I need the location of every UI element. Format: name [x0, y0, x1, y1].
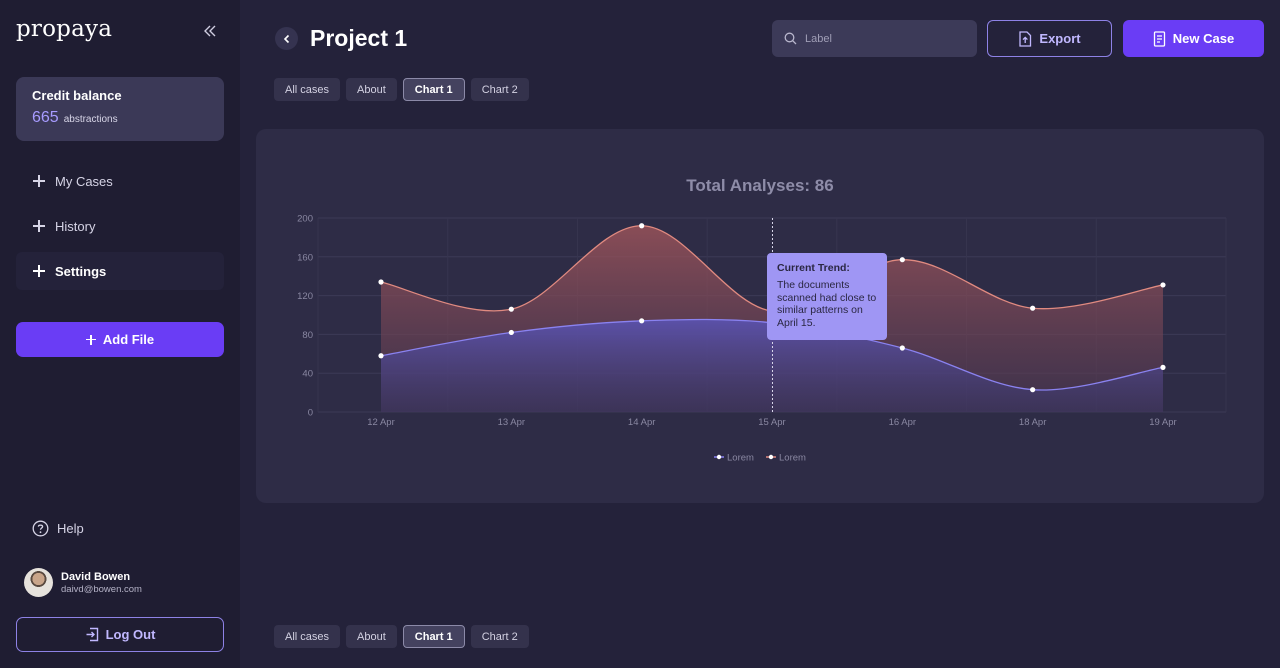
export-label: Export — [1039, 31, 1081, 46]
tab-chart-2[interactable]: Chart 2 — [470, 78, 529, 101]
logout-button[interactable]: Log Out — [16, 617, 224, 652]
data-point — [508, 329, 514, 336]
search-input[interactable] — [805, 32, 955, 45]
chart-title: Total Analyses: 86 — [686, 176, 834, 195]
x-tick-label: 13 Apr — [498, 417, 525, 428]
collapse-sidebar-button[interactable] — [198, 19, 222, 43]
new-case-button[interactable]: New Case — [1123, 20, 1264, 57]
back-button[interactable] — [275, 27, 298, 50]
x-tick-label: 18 Apr — [1019, 417, 1046, 428]
legend-marker-dot — [768, 454, 774, 460]
tooltip-title: Current Trend: — [777, 262, 850, 274]
new-case-label: New Case — [1172, 31, 1235, 46]
add-file-label: Add File — [102, 332, 155, 347]
plus-icon — [33, 220, 45, 232]
y-tick-label: 120 — [297, 291, 313, 302]
nav-item-label: Settings — [55, 263, 107, 279]
plus-icon — [33, 175, 45, 187]
y-tick-label: 200 — [297, 214, 313, 225]
help-circle-icon — [32, 520, 49, 537]
legend-label: Lorem — [727, 453, 754, 464]
y-tick-label: 80 — [302, 330, 313, 341]
help-label: Help — [57, 521, 84, 536]
nav-item-my-cases[interactable]: My Cases — [16, 162, 224, 200]
y-tick-label: 160 — [297, 252, 313, 263]
data-point — [378, 279, 384, 285]
x-tick-label: 16 Apr — [889, 417, 916, 428]
tab-all-cases[interactable]: All cases — [274, 625, 341, 648]
area-chart: 0 40 80 120 160 200 12 Apr 13 Apr 14 Apr 15 Apr 16… — [297, 214, 1227, 464]
chart-card: Total Analyses: 86 0 40 80 120 160 200 12 Apr 1… — [256, 129, 1264, 503]
data-point — [639, 318, 645, 324]
user-profile[interactable]: David Bowen daivd@bowen.com — [24, 568, 142, 597]
x-tick-label: 12 Apr — [367, 417, 394, 428]
credit-value: 665 — [32, 109, 59, 126]
logout-icon — [86, 627, 98, 642]
export-button[interactable]: Export — [987, 20, 1112, 57]
data-point — [378, 353, 384, 359]
data-point — [508, 306, 514, 312]
data-point — [639, 223, 645, 229]
tab-chart-1[interactable]: Chart 1 — [402, 78, 465, 101]
chart-tooltip: Current Trend: The documents scanned had… — [767, 253, 887, 340]
avatar — [24, 568, 53, 597]
legend-marker-dot — [716, 454, 722, 460]
search-icon — [784, 32, 797, 45]
user-name: David Bowen — [61, 570, 131, 583]
y-tick-label: 40 — [302, 369, 313, 380]
document-icon — [1153, 30, 1165, 47]
tab-chart-2[interactable]: Chart 2 — [470, 625, 529, 648]
page-title: Project 1 — [310, 25, 408, 51]
plus-icon — [85, 334, 96, 345]
tab-bar: All cases About Chart 1 Chart 2 — [274, 78, 529, 101]
logo[interactable]: propaya — [16, 16, 113, 42]
nav-item-history[interactable]: History — [16, 207, 224, 245]
y-tick-label: 0 — [308, 408, 313, 419]
sidebar: propaya Credit balance 665 abstractions … — [0, 0, 240, 668]
search-box[interactable] — [772, 20, 977, 57]
tab-all-cases[interactable]: All cases — [274, 78, 341, 101]
user-email: daivd@bowen.com — [61, 583, 142, 595]
nav-item-settings[interactable]: Settings — [16, 252, 224, 290]
nav-item-label: History — [55, 218, 96, 234]
file-export-icon — [1019, 30, 1032, 47]
credit-title: Credit balance — [32, 88, 122, 103]
data-point — [899, 345, 905, 351]
plus-icon — [33, 265, 45, 277]
tab-bar-bottom: All cases About Chart 1 Chart 2 — [274, 625, 529, 648]
data-point — [1160, 364, 1166, 370]
add-file-button[interactable]: Add File — [16, 322, 224, 357]
chevron-left-icon — [283, 34, 289, 43]
credit-balance-card: Credit balance 665 abstractions — [16, 77, 224, 141]
legend-label: Lorem — [779, 453, 806, 464]
x-tick-label: 15 Apr — [758, 417, 785, 428]
data-point — [899, 257, 905, 263]
x-tick-label: 14 Apr — [628, 417, 655, 428]
nav-item-label: My Cases — [55, 173, 113, 189]
tab-about[interactable]: About — [346, 625, 397, 648]
tab-chart-1[interactable]: Chart 1 — [402, 625, 465, 648]
x-tick-label: 19 Apr — [1149, 417, 1176, 428]
series-area — [381, 319, 1163, 412]
double-chevron-left-icon — [204, 25, 216, 37]
data-point — [1030, 387, 1036, 393]
credit-unit: abstractions — [63, 114, 118, 125]
tab-about[interactable]: About — [346, 78, 397, 101]
logout-label: Log Out — [105, 627, 156, 642]
data-point — [1160, 282, 1166, 288]
help-link[interactable]: Help — [32, 520, 84, 537]
data-point — [1030, 305, 1036, 311]
tooltip-text: The documents scanned had close to simil… — [777, 279, 877, 329]
